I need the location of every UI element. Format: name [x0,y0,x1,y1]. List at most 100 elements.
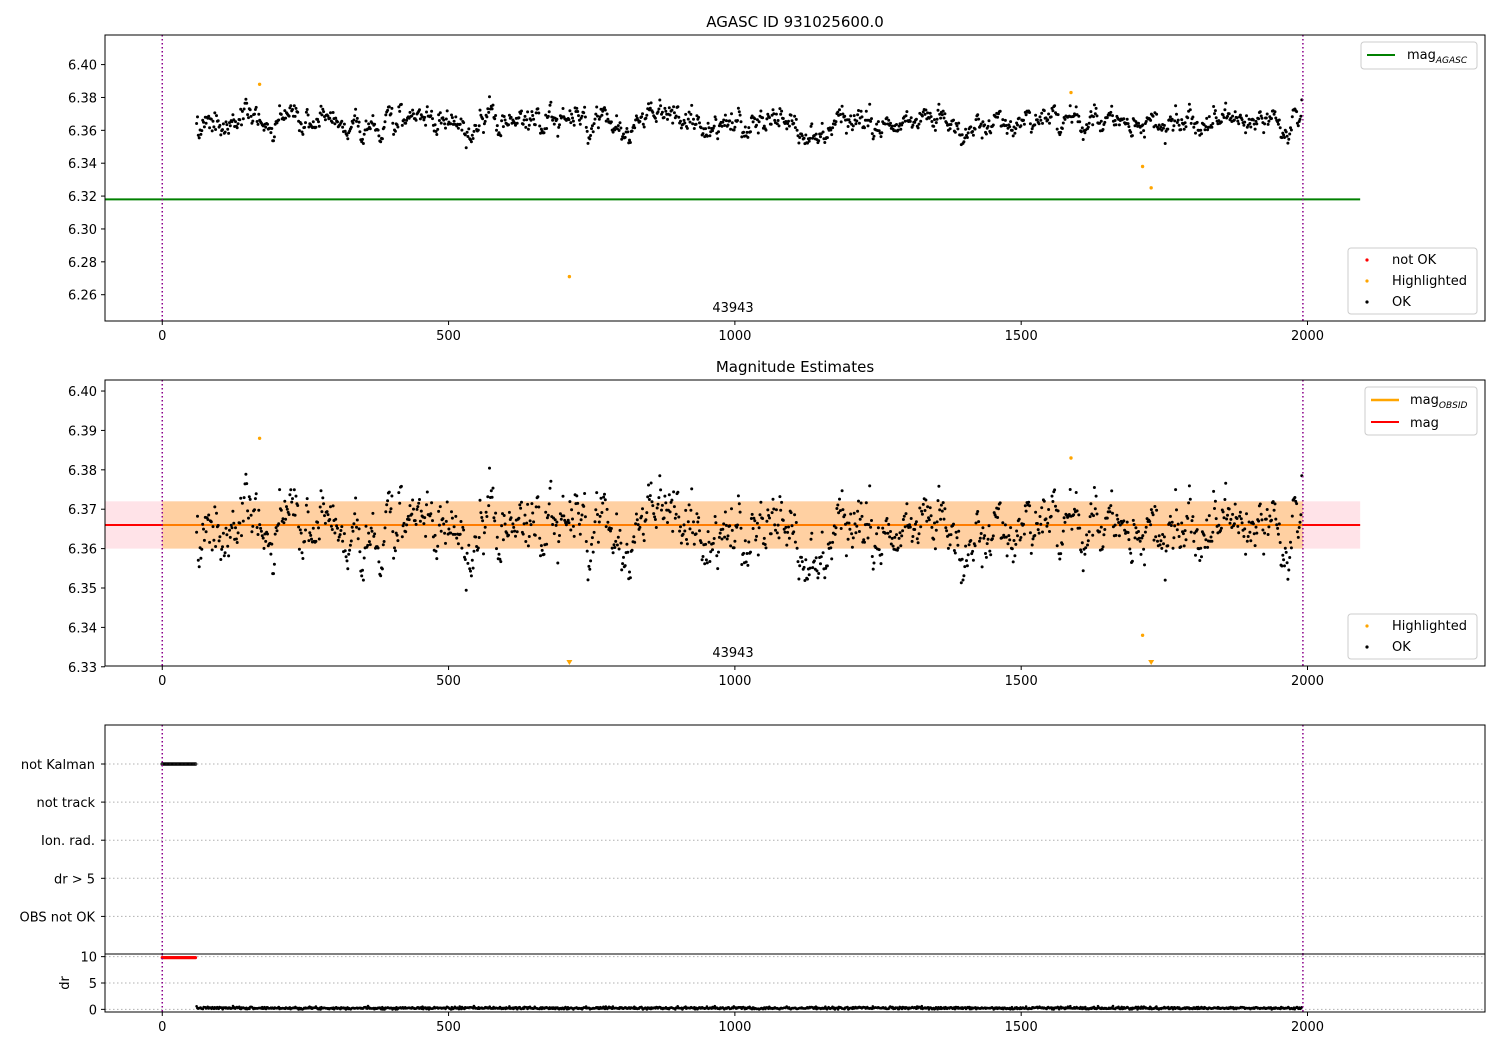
ok-point [422,522,426,526]
ok-point [825,564,829,568]
ok-point [311,526,315,530]
ok-point [294,494,298,498]
ok-point [458,532,462,536]
flag-point [191,762,195,766]
ok-point [955,124,959,128]
ok-point [1207,514,1211,518]
ok-point [576,110,580,113]
ok-point [1251,522,1255,526]
ok-point [1014,127,1018,131]
ok-point [1228,521,1232,525]
ok-point [1041,121,1044,125]
ok-point [834,120,838,124]
ok-point [645,511,649,515]
ok-point [519,506,523,510]
ok-point [561,107,565,110]
ok-point [380,137,384,141]
ok-point [809,537,813,541]
ok-point [1022,532,1026,536]
ok-point [779,112,783,116]
ok-point [840,489,844,493]
ok-point [336,526,339,530]
ok-point [1131,518,1135,522]
ok-point [202,120,205,124]
ok-point [603,492,606,496]
ok-point [481,519,485,523]
ok-point [1138,539,1142,543]
ok-point [590,536,594,540]
ok-point [722,522,726,526]
ok-point [960,557,964,561]
ok-point [1166,544,1170,548]
ok-point [1237,122,1241,126]
ok-point [1063,520,1067,524]
ok-point [1233,110,1237,114]
ok-point [245,482,249,486]
ok-point [605,507,609,511]
ok-point [491,486,495,490]
ok-point [1159,125,1163,129]
ok-point [289,104,293,108]
ok-point [886,531,890,535]
ok-point [534,505,538,509]
ok-point [711,129,714,133]
ok-point [692,520,695,524]
ok-point [548,103,552,107]
dr-ok-point [1155,1005,1158,1008]
ok-point [495,547,498,551]
ok-point [966,131,970,135]
ok-point [1289,546,1293,550]
ok-point [626,550,630,554]
ok-point [539,544,543,548]
ok-point [545,516,549,520]
ok-point [228,121,231,125]
ok-point [870,555,874,558]
ok-point [254,492,258,496]
ok-point [240,123,243,127]
ok-point [585,129,589,133]
ok-point [353,512,357,516]
flag-point [174,762,178,766]
ok-point [1274,517,1278,521]
ok-point [793,540,797,544]
ok-point [704,558,708,562]
x-tick-label: 500 [436,329,461,344]
ok-point [850,128,854,132]
ok-point [1271,500,1275,504]
ok-point [234,526,237,530]
ok-point [465,551,469,555]
ok-point [785,127,789,131]
ok-point [857,109,860,112]
ok-point [883,122,887,126]
ok-point [1092,514,1095,518]
ok-point [1163,578,1167,582]
ok-point [1154,123,1158,127]
ok-point [632,535,636,539]
ok-point [745,130,749,134]
ok-point [819,135,822,139]
ok-point [759,109,763,113]
ok-point [696,520,700,524]
ok-point [752,516,756,520]
ok-point [746,135,750,139]
ok-point [259,529,263,533]
ok-point [657,107,661,111]
ok-point [889,530,892,533]
ok-point [920,509,924,513]
ok-point [723,124,727,127]
ok-point [430,501,434,505]
ok-point [683,529,687,533]
legend-estimates-mag-obsid-label: magOBSID [1410,393,1468,411]
ok-point [467,127,471,131]
ok-point [303,125,307,129]
ok-point [582,111,586,115]
ok-point [787,525,790,529]
ok-point [705,561,709,565]
ok-point [1028,122,1032,126]
ok-point [517,116,521,120]
ok-point [1029,130,1033,134]
ok-point [821,551,825,555]
highlighted-point [1069,90,1073,95]
flag-point [178,762,183,766]
ok-point [1170,117,1174,121]
